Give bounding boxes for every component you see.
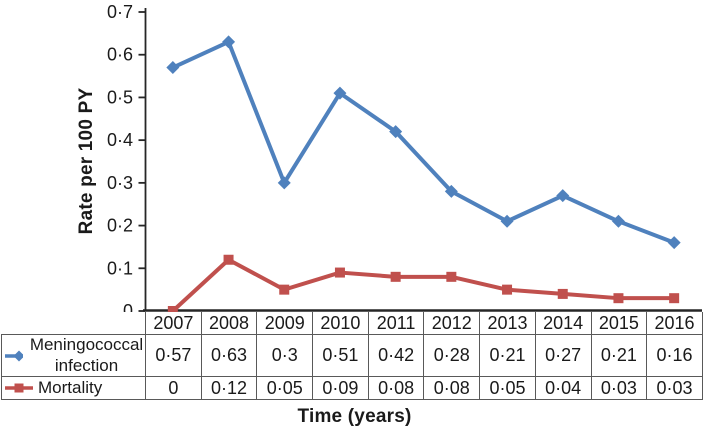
marker-square	[557, 288, 568, 299]
legend-label: Mortality	[38, 377, 103, 397]
series-line-1	[170, 257, 677, 313]
value-cell: 0·57	[145, 334, 202, 377]
value-cell: 0·16	[646, 334, 703, 377]
marker-square	[223, 254, 234, 265]
y-tick-label: 0·1	[107, 258, 133, 278]
year-cell: 2015	[590, 312, 648, 335]
marker-diamond	[222, 35, 236, 49]
y-tick-label: 0·6	[107, 45, 133, 65]
marker-diamond	[556, 189, 570, 203]
marker-diamond	[333, 86, 347, 100]
value-cell: 0·21	[479, 334, 536, 377]
value-cell: 0·03	[590, 376, 648, 400]
marker-diamond	[389, 125, 403, 139]
marker-square	[167, 306, 178, 316]
marker-square	[669, 293, 680, 304]
marker-diamond	[611, 214, 625, 228]
value-cell: 0·27	[534, 334, 592, 377]
value-cell: 0·03	[646, 376, 703, 400]
series-line-0	[170, 39, 677, 245]
table-corner-blank	[1, 312, 146, 335]
value-cell: 0	[145, 376, 202, 400]
y-tick-label: 0·7	[107, 2, 133, 22]
year-cell: 2011	[367, 312, 425, 335]
y-tick-label: 0·3	[107, 173, 133, 193]
value-cell: 0·05	[479, 376, 536, 400]
value-cell: 0·3	[256, 334, 314, 377]
y-axis-title: Rate per 100 PY	[76, 87, 97, 235]
value-cell: 0·12	[200, 376, 258, 400]
y-tick-label: 0·2	[107, 216, 133, 236]
legend-cell: Mortality	[1, 376, 146, 400]
legend-entry: Meningococcal infection	[3, 335, 145, 376]
marker-diamond	[166, 61, 180, 75]
year-cell: 2014	[534, 312, 592, 335]
chart-plot-area: 0 0·1 0·2 0·3 0·4 0·5 0·6 0·7	[107, 2, 702, 320]
legend-cell: Meningococcal infection	[1, 334, 146, 377]
marker-diamond	[667, 236, 681, 250]
value-cell: 0·63	[200, 334, 258, 377]
value-cell: 0·21	[590, 334, 648, 377]
legend-label: Meningococcal infection	[29, 335, 144, 375]
table-row-infection: Meningococcal infection 0·57 0·63 0·3 0·51 0·…	[1, 334, 703, 377]
value-cell: 0·42	[367, 334, 425, 377]
marker-square	[613, 293, 624, 304]
year-cell: 2012	[423, 312, 481, 335]
legend-line-diamond-icon	[5, 350, 24, 361]
marker-diamond	[500, 214, 514, 228]
year-cell: 2008	[200, 312, 258, 335]
year-cell: 2016	[646, 312, 703, 335]
value-cell: 0·08	[423, 376, 481, 400]
value-cell: 0·28	[423, 334, 481, 377]
value-cell: 0·04	[534, 376, 592, 400]
marker-square	[390, 271, 401, 282]
y-tick-label: 0	[123, 301, 133, 320]
year-cell: 2013	[479, 312, 536, 335]
value-cell: 0·09	[312, 376, 369, 400]
marker-square	[279, 284, 290, 295]
year-cell: 2007	[145, 312, 202, 335]
data-table: 2007 2008 2009 2010 2011 2012 2013 2014 2015 2016…	[1, 312, 703, 400]
x-axis-title: Time (years)	[297, 406, 412, 427]
year-cell: 2009	[256, 312, 314, 335]
marker-diamond	[444, 184, 458, 198]
value-cell: 0·08	[367, 376, 425, 400]
marker-square	[502, 284, 513, 295]
year-cell: 2010	[312, 312, 369, 335]
marker-diamond	[277, 176, 291, 190]
marker-square	[334, 267, 345, 278]
legend-line-square-icon	[5, 383, 33, 393]
table-row-years: 2007 2008 2009 2010 2011 2012 2013 2014 2015 2016	[1, 312, 703, 335]
table-row-mortality: Mortality 0 0·12 0·05 0·09 0·08 0·08 0·05 0·04 0·…	[1, 376, 703, 400]
legend-entry: Mortality	[3, 377, 145, 398]
value-cell: 0·51	[312, 334, 369, 377]
y-tick-label: 0·5	[107, 87, 133, 107]
marker-square	[446, 271, 457, 282]
value-cell: 0·05	[256, 376, 314, 400]
y-tick-label: 0·4	[107, 130, 133, 150]
